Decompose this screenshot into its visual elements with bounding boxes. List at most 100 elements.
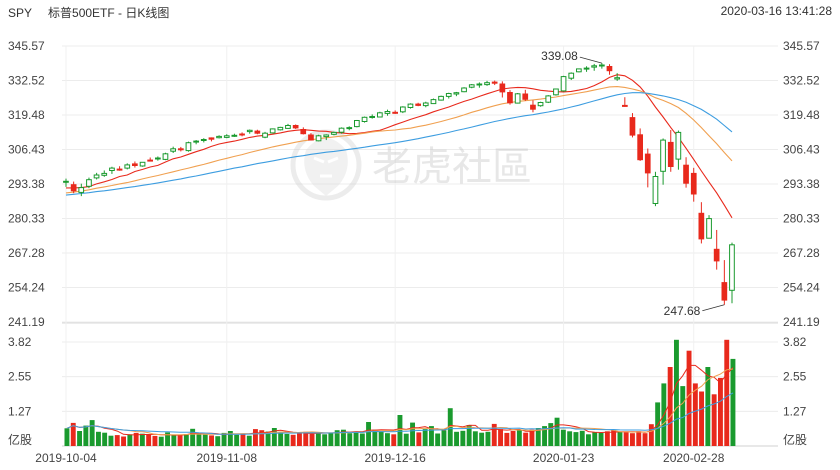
- volume-bar: [554, 417, 560, 446]
- volume-bar: [378, 431, 384, 446]
- volume-bar: [240, 434, 246, 446]
- candle-down: [300, 129, 307, 135]
- candle-down: [637, 134, 643, 161]
- ma_mid-line: [65, 86, 733, 194]
- candle-up: [729, 244, 735, 291]
- candle-up: [101, 172, 108, 176]
- candle-up: [461, 87, 467, 93]
- candle-up: [315, 135, 322, 142]
- volume-bar: [215, 436, 221, 446]
- candle-up: [223, 135, 230, 138]
- candle-up: [468, 84, 475, 88]
- candle-up: [537, 102, 544, 107]
- volume-bar: [592, 432, 598, 446]
- candle-up: [652, 176, 659, 204]
- candle-down: [292, 125, 299, 129]
- volume-bar: [359, 433, 365, 446]
- candle-up: [560, 76, 567, 92]
- candle-up: [660, 139, 666, 172]
- y-tick-label-right: 306.43: [783, 142, 820, 156]
- volume-bar: [579, 430, 585, 446]
- y-tick-label-right: 332.52: [783, 74, 820, 88]
- ma_short-line: [66, 74, 733, 219]
- candle-up: [430, 99, 437, 105]
- volume-bar: [617, 431, 623, 446]
- candle-up: [576, 68, 582, 73]
- volume-bar: [114, 435, 120, 446]
- volume-bar: [127, 434, 133, 446]
- volume-bar: [466, 425, 472, 446]
- candlesticks: [63, 63, 735, 305]
- candle-up: [331, 131, 337, 135]
- volume-bar: [246, 435, 252, 446]
- price-annotations: 339.08 247.68: [541, 49, 725, 318]
- volume-bar: [259, 430, 265, 446]
- candle-up: [614, 77, 620, 80]
- candle-down: [530, 104, 536, 110]
- y-tick-label-left: 306.43: [8, 142, 45, 156]
- candle-down: [629, 117, 636, 136]
- volume-bar: [253, 429, 258, 446]
- candle-up: [139, 161, 146, 167]
- high-label: 339.08: [541, 49, 578, 63]
- candle-down: [721, 282, 728, 301]
- chart-title: 标普500ETF - 日K线图: [48, 6, 170, 20]
- candle-down: [683, 164, 689, 184]
- candle-down: [522, 93, 529, 100]
- candle-down: [499, 83, 506, 93]
- volume-bar: [139, 433, 145, 446]
- candle-up: [277, 126, 284, 131]
- timestamp: 2020-03-16 13:41:28: [720, 4, 832, 18]
- volume-bar: [234, 434, 240, 446]
- candle-up: [193, 140, 200, 143]
- volume-bar: [397, 415, 403, 446]
- volume-bar: [102, 432, 108, 446]
- volume-bar: [692, 383, 698, 446]
- volume-ma-lines: [66, 364, 734, 436]
- volume-bar: [171, 435, 177, 446]
- y-tick-label-right: 293.38: [783, 177, 820, 191]
- candle-up: [93, 174, 100, 179]
- volume-bar: [730, 358, 736, 446]
- volume-bar: [366, 422, 371, 446]
- volume-bar: [196, 433, 202, 446]
- volume-bar: [548, 423, 554, 446]
- candle-up: [369, 116, 375, 118]
- volume-bar: [642, 433, 648, 446]
- volume-bar: [498, 429, 503, 446]
- volume-bar: [529, 429, 535, 446]
- volume-bar: [328, 432, 334, 446]
- ma_long-line: [65, 92, 733, 196]
- candle-up: [407, 103, 414, 108]
- grid-lines: [62, 45, 778, 447]
- candle-up: [377, 112, 383, 118]
- volume-bar: [271, 428, 277, 446]
- y-axis-labels: 345.57 345.57 332.52 332.52 319.48 319.48 306.…: [8, 39, 820, 447]
- candle-up: [476, 83, 483, 86]
- candle-up: [484, 82, 490, 86]
- volume-bar: [146, 434, 152, 446]
- y-tick-label-left: 241.19: [8, 315, 45, 329]
- vol-tick-label-right: 1.27: [783, 404, 807, 418]
- candle-down: [70, 184, 77, 192]
- volume-bar: [416, 432, 422, 446]
- y-tick-label-left: 254.24: [8, 280, 45, 294]
- candle-up: [400, 106, 406, 113]
- candle-up: [185, 142, 192, 152]
- candle-up: [361, 116, 368, 123]
- candle-up: [170, 148, 177, 152]
- y-tick-label-left: 280.33: [8, 212, 45, 226]
- y-tick-label-right: 241.19: [783, 315, 820, 329]
- candle-down: [667, 141, 674, 167]
- volume-bar: [221, 432, 227, 446]
- volume-bar: [460, 430, 466, 446]
- candle-up: [63, 180, 69, 183]
- volume-bar: [303, 431, 309, 446]
- watermark-text: 老虎社區: [372, 145, 532, 189]
- volume-bar: [96, 431, 101, 446]
- volume-bar: [309, 433, 315, 446]
- y-tick-label-left: 319.48: [8, 108, 45, 122]
- volume-ma-line: [66, 392, 734, 435]
- volume-bar: [667, 367, 673, 446]
